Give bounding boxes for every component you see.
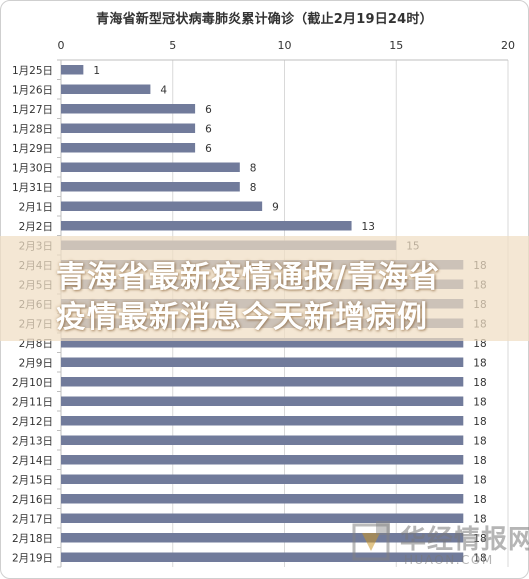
data-label: 9 xyxy=(272,201,279,213)
x-tick-label: 20 xyxy=(501,39,515,52)
y-tick-label: 2月10日 xyxy=(12,377,53,389)
x-tick-label: 0 xyxy=(58,39,65,52)
data-label: 18 xyxy=(473,455,486,467)
y-tick-label: 2月19日 xyxy=(12,552,53,564)
data-label: 6 xyxy=(205,143,212,155)
bar xyxy=(61,162,240,172)
watermark-name: 华经情报网 xyxy=(400,525,529,555)
watermark-url: HUAON.COM xyxy=(404,553,494,567)
data-label: 6 xyxy=(205,123,212,135)
x-tick-label: 5 xyxy=(169,39,176,52)
data-label: 8 xyxy=(250,162,257,174)
data-label: 18 xyxy=(473,396,486,408)
watermark: 华经情报网 HUAON.COM xyxy=(350,513,529,575)
y-tick-label: 1月26日 xyxy=(12,84,53,96)
y-tick-label: 2月11日 xyxy=(12,396,53,408)
banner-headline-line-2: 疫情最新消息今天新增病例 xyxy=(56,300,428,335)
y-tick-label: 2月13日 xyxy=(12,435,53,447)
data-label: 8 xyxy=(250,182,257,194)
data-label: 18 xyxy=(473,474,486,486)
y-tick-label: 1月29日 xyxy=(12,143,53,155)
y-tick-label: 2月1日 xyxy=(19,201,53,213)
y-tick-label: 2月2日 xyxy=(19,221,53,233)
chart-title: 青海省新型冠状病毒肺炎累计确诊（截止2月19日24时） xyxy=(96,12,433,27)
bar xyxy=(61,201,263,211)
bar xyxy=(61,221,352,231)
y-tick-label: 1月27日 xyxy=(12,104,53,116)
data-label: 18 xyxy=(473,494,486,506)
y-tick-label: 2月17日 xyxy=(12,513,53,525)
y-tick-label: 1月30日 xyxy=(12,162,53,174)
y-tick-label: 1月28日 xyxy=(12,123,53,135)
bar xyxy=(61,435,464,445)
bar xyxy=(61,123,196,133)
data-label: 13 xyxy=(362,221,375,233)
y-tick-label: 2月9日 xyxy=(19,357,53,369)
data-label: 1 xyxy=(93,65,100,77)
bar xyxy=(61,65,84,75)
bar xyxy=(61,338,464,348)
data-label: 18 xyxy=(473,533,486,545)
bar xyxy=(61,396,464,406)
overlay-banner: 青海省最新疫情通报/青海省 疫情最新消息今天新增病例 xyxy=(0,236,529,341)
bar xyxy=(61,182,240,192)
bar xyxy=(61,377,464,387)
bar xyxy=(61,513,464,523)
y-tick-label: 1月31日 xyxy=(12,182,53,194)
y-tick-label: 1月25日 xyxy=(12,65,53,77)
data-label: 18 xyxy=(473,357,486,369)
data-label: 18 xyxy=(473,435,486,447)
huajing-logo-icon xyxy=(352,521,390,561)
bar xyxy=(61,84,151,94)
bar xyxy=(61,533,464,543)
data-label: 18 xyxy=(473,377,486,389)
x-tick-label: 10 xyxy=(278,39,292,52)
data-label: 18 xyxy=(473,552,486,564)
bar xyxy=(61,494,464,504)
bar xyxy=(61,104,196,114)
data-label: 6 xyxy=(205,104,212,116)
bar xyxy=(61,474,464,484)
y-tick-label: 2月15日 xyxy=(12,474,53,486)
data-label: 18 xyxy=(473,416,486,428)
data-label: 18 xyxy=(473,513,486,525)
data-label: 4 xyxy=(160,84,167,96)
y-tick-label: 2月14日 xyxy=(12,455,53,467)
bar xyxy=(61,143,196,153)
banner-headline-line-1: 青海省最新疫情通报/青海省 xyxy=(56,260,440,295)
x-tick-label: 15 xyxy=(389,39,403,52)
bar xyxy=(61,455,464,465)
y-tick-label: 2月16日 xyxy=(12,494,53,506)
y-tick-label: 2月18日 xyxy=(12,533,53,545)
bar xyxy=(61,552,464,562)
y-tick-label: 2月12日 xyxy=(12,416,53,428)
bar xyxy=(61,357,464,367)
bar xyxy=(61,416,464,426)
